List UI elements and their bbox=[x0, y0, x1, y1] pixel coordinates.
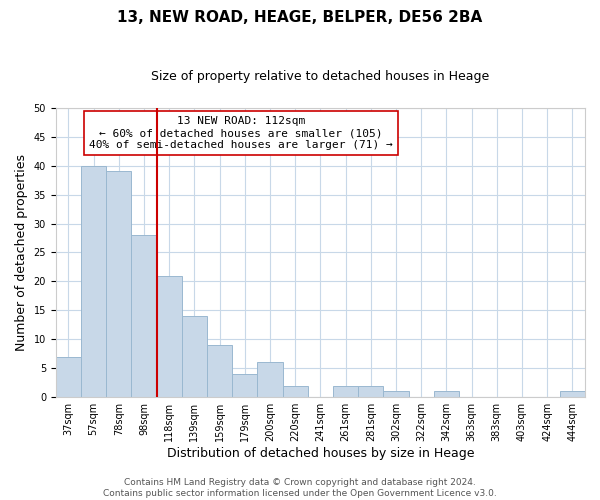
Text: 13 NEW ROAD: 112sqm
← 60% of detached houses are smaller (105)
40% of semi-detac: 13 NEW ROAD: 112sqm ← 60% of detached ho… bbox=[89, 116, 393, 150]
Bar bbox=[106, 172, 131, 397]
Bar bbox=[560, 392, 585, 397]
Bar bbox=[131, 235, 157, 397]
Bar bbox=[434, 392, 459, 397]
Bar bbox=[81, 166, 106, 397]
Bar bbox=[56, 356, 81, 397]
X-axis label: Distribution of detached houses by size in Heage: Distribution of detached houses by size … bbox=[167, 447, 474, 460]
Text: 13, NEW ROAD, HEAGE, BELPER, DE56 2BA: 13, NEW ROAD, HEAGE, BELPER, DE56 2BA bbox=[118, 10, 482, 25]
Title: Size of property relative to detached houses in Heage: Size of property relative to detached ho… bbox=[151, 70, 490, 83]
Bar bbox=[257, 362, 283, 397]
Bar bbox=[333, 386, 358, 397]
Bar bbox=[207, 345, 232, 397]
Bar bbox=[182, 316, 207, 397]
Bar bbox=[283, 386, 308, 397]
Bar bbox=[358, 386, 383, 397]
Y-axis label: Number of detached properties: Number of detached properties bbox=[15, 154, 28, 351]
Bar bbox=[383, 392, 409, 397]
Bar bbox=[232, 374, 257, 397]
Bar bbox=[157, 276, 182, 397]
Text: Contains HM Land Registry data © Crown copyright and database right 2024.
Contai: Contains HM Land Registry data © Crown c… bbox=[103, 478, 497, 498]
